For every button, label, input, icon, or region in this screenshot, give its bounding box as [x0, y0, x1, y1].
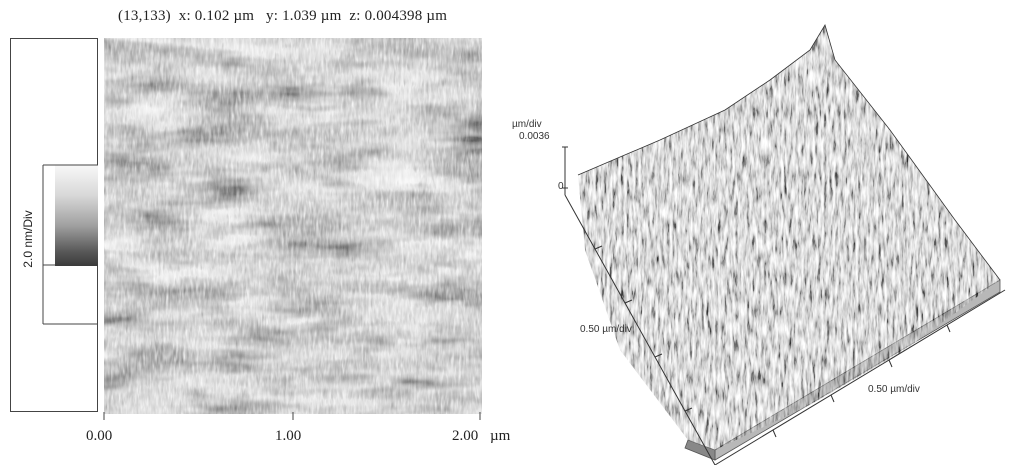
x-axis-label-3d: 0.50 µm/div — [868, 384, 920, 395]
scale-bar-label: 2.0 nm/Div — [21, 210, 35, 268]
x-tick-1: 1.00 — [275, 428, 302, 444]
x-tick-0: 0.00 — [86, 428, 113, 444]
z-axis-min: 0 — [558, 181, 564, 192]
y-axis-line — [564, 194, 716, 465]
afm-2d-texture — [104, 38, 482, 414]
readout-coords: (13,133) — [118, 8, 171, 24]
z-axis-unit: µm/div — [512, 119, 542, 130]
x-tick-2: 2.00 — [452, 428, 479, 444]
afm-2d-image[interactable] — [104, 38, 482, 414]
afm-3d-surface[interactable] — [510, 20, 1010, 465]
x-axis-line-3d — [714, 289, 1006, 465]
x-axis-unit: µm — [490, 428, 511, 444]
readout-z: z: 0.004398 µm — [349, 8, 448, 24]
z-axis-max: 0.0036 — [519, 131, 550, 142]
height-scale-gradient — [55, 165, 98, 266]
x-axis-ticks — [103, 412, 481, 420]
coordinate-readout: (13,133) x: 0.102 µm y: 1.039 µm z: 0.00… — [118, 8, 447, 25]
surface-ridge — [577, 24, 1001, 281]
height-scale-ticks — [42, 164, 98, 325]
y-axis-label-3d: 0.50 µm/div — [580, 324, 632, 335]
readout-x: x: 0.102 µm — [178, 8, 255, 24]
readout-y: y: 1.039 µm — [266, 8, 342, 24]
